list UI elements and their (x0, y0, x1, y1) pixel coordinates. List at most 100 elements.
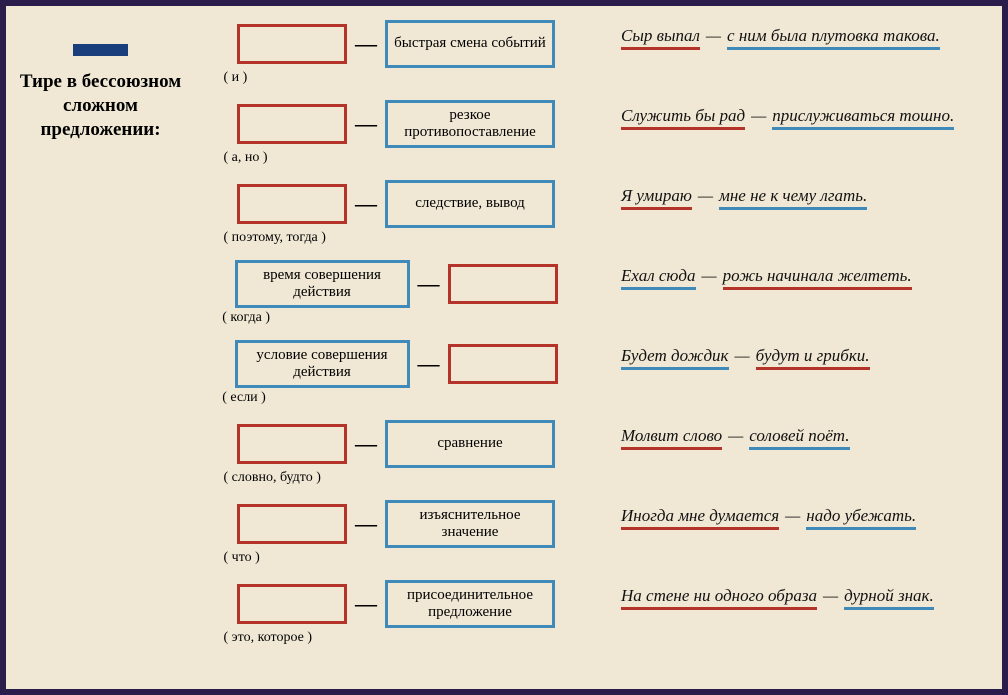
category-box: время совершения действия (235, 260, 410, 308)
example-first-clause: На стене ни одного образа (621, 586, 817, 606)
diagram-container: Тире в бессоюзном сложном предложении: —… (6, 6, 1002, 689)
example-first-clause: Будет дождик (621, 346, 729, 366)
example-sentence: Будет дождик — будут и грибки. (601, 340, 992, 366)
example-dash: — (728, 426, 743, 446)
example-dash: — (702, 266, 717, 286)
connector-dash: — (355, 113, 377, 135)
conjunction-hint: ( если ) (160, 390, 633, 406)
example-dash: — (751, 106, 766, 126)
empty-box (448, 264, 558, 304)
example-sentence: Ехал сюда — рожь начинала желтеть. (601, 260, 992, 286)
example-line: Будет дождик — будут и грибки. (621, 346, 992, 366)
example-sentence: Молвит слово — соловей поёт. (601, 420, 992, 446)
row-diagram: —сравнение( словно, будто ) (191, 420, 601, 486)
empty-box (237, 184, 347, 224)
category-box: присоединительное предложение (385, 580, 555, 628)
example-second-clause: мне не к чему лгать. (719, 186, 867, 206)
conjunction-hint: ( а, но ) (159, 150, 634, 166)
category-box: сравнение (385, 420, 555, 468)
example-dash: — (785, 506, 800, 526)
diagram-row: условие совершения действия—( если )Буде… (191, 340, 992, 406)
conjunction-hint: ( и ) (159, 70, 634, 86)
row-diagram: —быстрая смена событий( и ) (191, 20, 601, 86)
connector-dash: — (355, 513, 377, 535)
example-second-clause: дурной знак. (844, 586, 934, 606)
diagram-row: —следствие, вывод( поэтому, тогда )Я уми… (191, 180, 992, 246)
box-pair: — изъяснительное значение (237, 500, 555, 548)
diagram-row: —сравнение( словно, будто )Молвит слово—… (191, 420, 992, 486)
example-second-clause: будут и грибки. (756, 346, 870, 366)
empty-box (237, 504, 347, 544)
example-second-clause: рожь начинала желтеть. (723, 266, 912, 286)
row-diagram: —изъяснительное значение( что ) (191, 500, 601, 566)
example-second-clause: соловей поёт. (749, 426, 849, 446)
conjunction-hint: ( словно, будто ) (159, 470, 634, 486)
category-box: быстрая смена событий (385, 20, 555, 68)
example-line: Я умираю — мне не к чему лгать. (621, 186, 992, 206)
empty-box (237, 104, 347, 144)
example-sentence: Сыр выпал — с ним была плутовка такова. (601, 20, 992, 46)
box-pair: — резкое противопоставление (237, 100, 555, 148)
row-diagram: условие совершения действия—( если ) (191, 340, 601, 406)
diagram-row: —резкое противопоставление( а, но )Служи… (191, 100, 992, 166)
box-pair: условие совершения действия — (235, 340, 558, 388)
example-line: Молвит слово — соловей поёт. (621, 426, 992, 446)
category-box: резкое противопоставление (385, 100, 555, 148)
category-box: условие совершения действия (235, 340, 410, 388)
empty-box (237, 584, 347, 624)
conjunction-hint: ( поэтому, тогда ) (159, 230, 634, 246)
example-first-clause: Иногда мне думается (621, 506, 779, 526)
example-second-clause: прислуживаться тошно. (772, 106, 954, 126)
example-sentence: Служить бы рад — прислуживаться тошно. (601, 100, 992, 126)
connector-dash: — (355, 193, 377, 215)
row-diagram: —резкое противопоставление( а, но ) (191, 100, 601, 166)
conjunction-hint: ( это, которое ) (159, 630, 634, 646)
box-pair: — сравнение (237, 420, 555, 468)
example-dash: — (735, 346, 750, 366)
empty-box (448, 344, 558, 384)
category-box: изъяснительное значение (385, 500, 555, 548)
diagram-row: —присоединительное предложение( это, кот… (191, 580, 992, 646)
example-first-clause: Я умираю (621, 186, 692, 206)
example-first-clause: Ехал сюда (621, 266, 696, 286)
row-diagram: время совершения действия—( когда ) (191, 260, 601, 326)
example-line: На стене ни одного образа — дурной знак. (621, 586, 992, 606)
connector-dash: — (355, 593, 377, 615)
diagram-row: —быстрая смена событий( и )Сыр выпал—с н… (191, 20, 992, 86)
row-diagram: —присоединительное предложение( это, кот… (191, 580, 601, 646)
diagram-row: время совершения действия—( когда )Ехал … (191, 260, 992, 326)
connector-dash: — (355, 33, 377, 55)
box-pair: время совершения действия — (235, 260, 558, 308)
example-sentence: На стене ни одного образа — дурной знак. (601, 580, 992, 606)
example-dash: — (823, 586, 838, 606)
category-box: следствие, вывод (385, 180, 555, 228)
diagram-row: —изъяснительное значение( что )Иногда мн… (191, 500, 992, 566)
rows-wrapper: —быстрая смена событий( и )Сыр выпал—с н… (191, 6, 1002, 689)
row-diagram: —следствие, вывод( поэтому, тогда ) (191, 180, 601, 246)
conjunction-hint: ( когда ) (160, 310, 633, 326)
example-second-clause: надо убежать. (806, 506, 916, 526)
example-line: Служить бы рад — прислуживаться тошно. (621, 106, 992, 126)
connector-dash: — (418, 353, 440, 375)
example-dash: — (706, 26, 721, 46)
example-first-clause: Сыр выпал (621, 26, 700, 46)
example-sentence: Я умираю — мне не к чему лгать. (601, 180, 992, 206)
dash-symbol (73, 44, 128, 56)
left-column: Тире в бессоюзном сложном предложении: (6, 6, 191, 689)
connector-dash: — (355, 433, 377, 455)
conjunction-hint: ( что ) (159, 550, 634, 566)
example-first-clause: Молвит слово (621, 426, 722, 446)
example-line: Сыр выпал — с ним была плутовка такова. (621, 26, 992, 46)
example-first-clause: Служить бы рад (621, 106, 745, 126)
box-pair: — присоединительное предложение (237, 580, 555, 628)
empty-box (237, 24, 347, 64)
empty-box (237, 424, 347, 464)
example-line: Иногда мне думается — надо убежать. (621, 506, 992, 526)
example-dash: — (698, 186, 713, 206)
example-line: Ехал сюда — рожь начинала желтеть. (621, 266, 992, 286)
connector-dash: — (418, 273, 440, 295)
example-sentence: Иногда мне думается — надо убежать. (601, 500, 992, 526)
example-second-clause: с ним была плутовка такова. (727, 26, 940, 46)
box-pair: — быстрая смена событий (237, 20, 555, 68)
box-pair: — следствие, вывод (237, 180, 555, 228)
